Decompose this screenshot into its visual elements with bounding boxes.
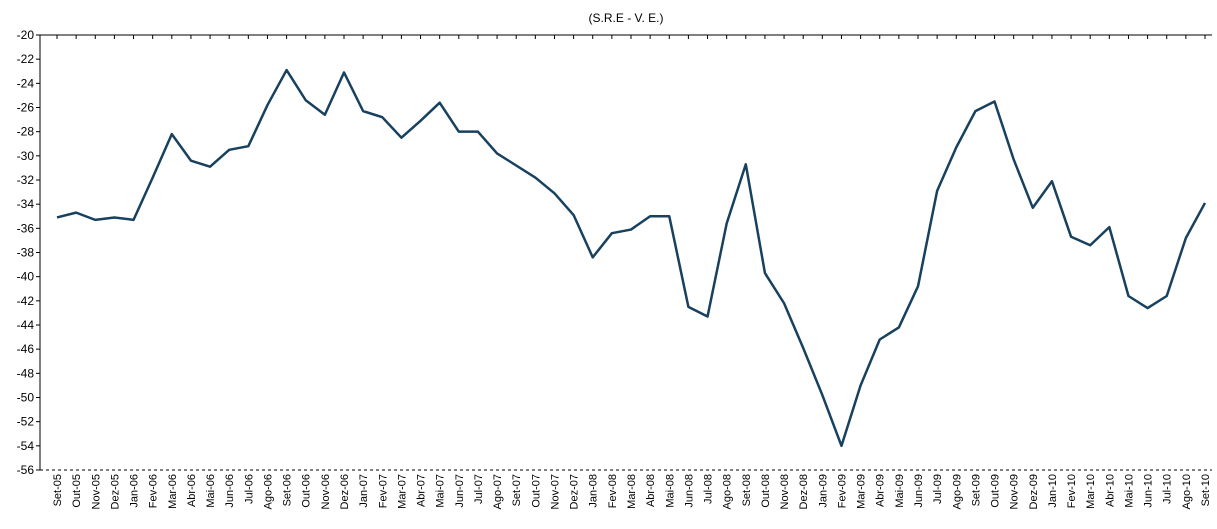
y-tick-label: -46 bbox=[17, 342, 35, 356]
x-tick-label: Jul-10 bbox=[1162, 474, 1174, 504]
x-tick-label: Nov-08 bbox=[779, 474, 791, 509]
x-tick-label: Jun-10 bbox=[1143, 474, 1155, 508]
x-tick-label: Mar-08 bbox=[626, 474, 638, 509]
y-tick-label: -32 bbox=[17, 173, 35, 187]
y-tick-label: -36 bbox=[17, 221, 35, 235]
x-tick-label: Jan-09 bbox=[817, 474, 829, 508]
x-tick-label: Jun-07 bbox=[454, 474, 466, 508]
x-tick-label: Jul-06 bbox=[243, 474, 255, 504]
y-tick-label: -42 bbox=[17, 294, 35, 308]
y-tick-label: -50 bbox=[17, 391, 35, 405]
x-tick-label: Dez-05 bbox=[109, 474, 121, 509]
x-tick-label: Out-07 bbox=[530, 474, 542, 508]
y-tick-label: -54 bbox=[17, 439, 35, 453]
x-tick-label: Ago-09 bbox=[951, 474, 963, 509]
y-tick-label: -26 bbox=[17, 101, 35, 115]
x-tick-label: Nov-06 bbox=[320, 474, 332, 509]
x-tick-label: Abr-06 bbox=[186, 474, 198, 507]
x-tick-label: Ago-06 bbox=[262, 474, 274, 509]
x-tick-label: Mar-07 bbox=[396, 474, 408, 509]
chart-title: (S.R.E - V. E.) bbox=[589, 11, 664, 25]
x-tick-label: Set-08 bbox=[741, 474, 753, 506]
series-line bbox=[56, 68, 1207, 448]
y-tick-label: -52 bbox=[17, 415, 35, 429]
x-tick-label: Jun-09 bbox=[913, 474, 925, 508]
x-tick-label: Abr-08 bbox=[645, 474, 657, 507]
x-tick-label: Out-05 bbox=[71, 474, 83, 508]
y-tick-label: -24 bbox=[17, 76, 35, 90]
x-tick-label: Mar-06 bbox=[167, 474, 179, 509]
x-tick-label: Mai-08 bbox=[664, 474, 676, 508]
x-tick-label: Mai-09 bbox=[894, 474, 906, 508]
y-tick-label: -56 bbox=[17, 463, 35, 477]
x-tick-label: Dez-07 bbox=[569, 474, 581, 509]
x-tick-label: Set-06 bbox=[282, 474, 294, 506]
x-tick-label: Dez-09 bbox=[1028, 474, 1040, 509]
y-tick-label: -22 bbox=[17, 52, 35, 66]
y-tick-label: -34 bbox=[17, 197, 35, 211]
x-tick-label: Out-06 bbox=[301, 474, 313, 508]
x-tick-label: Out-09 bbox=[990, 474, 1002, 508]
y-tick-label: -40 bbox=[17, 270, 35, 284]
x-tick-label: Set-09 bbox=[970, 474, 982, 506]
x-tick-label: Jul-08 bbox=[703, 474, 715, 504]
x-tick-label: Dez-08 bbox=[798, 474, 810, 509]
x-tick-label: Jan-08 bbox=[588, 474, 600, 508]
x-tick-label: Nov-05 bbox=[90, 474, 102, 509]
x-tick-label: Mar-09 bbox=[856, 474, 868, 509]
x-tick-label: Jul-07 bbox=[473, 474, 485, 504]
x-tick-label: Mai-07 bbox=[435, 474, 447, 508]
y-tick-label: -28 bbox=[17, 125, 35, 139]
x-tick-label: Jan-10 bbox=[1047, 474, 1059, 508]
x-tick-label: Out-08 bbox=[760, 474, 772, 508]
x-tick-label: Jun-08 bbox=[683, 474, 695, 508]
x-tick-label: Abr-10 bbox=[1104, 474, 1116, 507]
y-tick-label: -38 bbox=[17, 246, 35, 260]
x-tick-label: Jul-09 bbox=[932, 474, 944, 504]
x-tick-label: Mai-10 bbox=[1123, 474, 1135, 508]
x-tick-label: Ago-10 bbox=[1181, 474, 1193, 509]
x-tick-label: Ago-07 bbox=[492, 474, 504, 509]
x-tick-label: Abr-07 bbox=[416, 474, 428, 507]
x-tick-label: Ago-08 bbox=[722, 474, 734, 509]
x-tick-label: Fev-10 bbox=[1066, 474, 1078, 508]
x-tick-label: Fev-09 bbox=[836, 474, 848, 508]
x-tick-label: Fev-08 bbox=[607, 474, 619, 508]
x-tick-label: Abr-09 bbox=[875, 474, 887, 507]
y-tick-label: -30 bbox=[17, 149, 35, 163]
x-tick-label: Set-07 bbox=[511, 474, 523, 506]
x-tick-label: Dez-06 bbox=[339, 474, 351, 509]
x-tick-label: Set-05 bbox=[52, 474, 64, 506]
y-tick-label: -44 bbox=[17, 318, 35, 332]
x-tick-label: Mai-06 bbox=[205, 474, 217, 508]
x-tick-label: Fev-06 bbox=[148, 474, 160, 508]
x-tick-label: Jan-06 bbox=[129, 474, 141, 508]
x-tick-label: Nov-07 bbox=[549, 474, 561, 509]
x-tick-label: Fev-07 bbox=[377, 474, 389, 508]
x-tick-label: Mar-10 bbox=[1085, 474, 1097, 509]
y-tick-label: -20 bbox=[17, 28, 35, 42]
x-tick-label: Jan-07 bbox=[358, 474, 370, 508]
x-tick-label: Jun-06 bbox=[224, 474, 236, 508]
y-tick-label: -48 bbox=[17, 366, 35, 380]
x-tick-label: Set-10 bbox=[1200, 474, 1212, 506]
x-tick-label: Nov-09 bbox=[1009, 474, 1021, 509]
